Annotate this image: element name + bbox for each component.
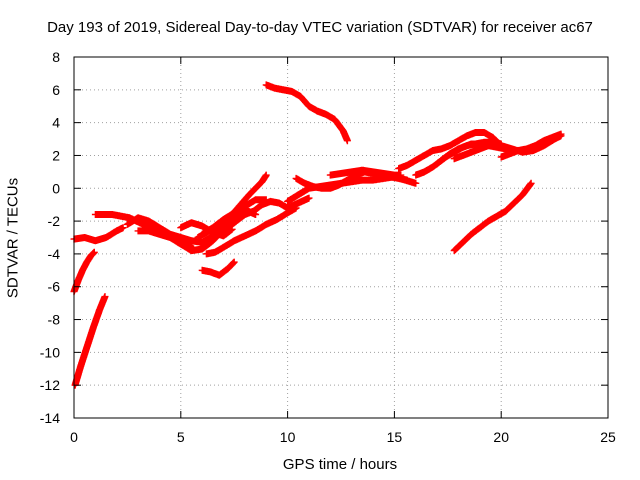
series-markers: [450, 179, 535, 255]
y-tick-label: -14: [40, 410, 60, 426]
series-arc-t: [450, 142, 518, 163]
x-tick-label: 20: [493, 429, 509, 445]
chart-title: Day 193 of 2019, Sidereal Day-to-day VTE…: [47, 19, 593, 36]
series-markers: [71, 293, 109, 389]
y-tick-label: 4: [52, 115, 60, 131]
x-tick-label: 0: [70, 429, 78, 445]
series-arc-u: [497, 130, 565, 161]
series-arc-v: [450, 179, 535, 255]
axis-layer: 0 5 10 15 20 25 -14 -12 -10 -8 -6 -4 -2 0 2 4 6 8: [40, 49, 616, 445]
series-markers: [202, 204, 300, 258]
y-tick-label: -2: [48, 213, 61, 229]
series-markers: [198, 258, 238, 279]
series-markers: [450, 142, 518, 163]
x-tick-label: 15: [387, 429, 403, 445]
y-axis-label: SDTVAR / TECUs: [4, 177, 22, 299]
series-arc-b: [70, 248, 98, 296]
y-tick-label: -6: [48, 279, 61, 295]
y-tick-label: 8: [52, 49, 60, 65]
y-tick-label: -8: [48, 312, 61, 328]
series-markers: [497, 130, 565, 161]
y-tick-label: 6: [52, 82, 60, 98]
series-arc-l: [198, 258, 238, 279]
series-markers: [198, 194, 313, 251]
y-tick-label: 2: [52, 147, 60, 163]
x-axis-label: GPS time / hours: [282, 456, 398, 473]
y-tick-label: 0: [52, 180, 60, 196]
series-markers: [70, 248, 98, 296]
y-tick-label: -4: [48, 246, 61, 262]
plot-frame: [73, 56, 609, 419]
series-markers: [262, 81, 351, 145]
series-markers: [70, 224, 127, 245]
x-tick-label: 10: [280, 429, 296, 445]
series-arc-k: [198, 194, 313, 251]
data-layer: [70, 81, 565, 389]
series-arc-c: [70, 224, 127, 245]
series-arc-p: [326, 166, 405, 179]
series-arc-a: [71, 293, 109, 389]
series-markers: [326, 166, 405, 179]
y-tick-label: -12: [40, 377, 60, 393]
x-tick-label: 25: [600, 429, 616, 445]
series-arc-j: [202, 204, 300, 258]
x-tick-label: 5: [177, 429, 185, 445]
y-tick-label: -10: [40, 344, 60, 360]
series-arc-m: [262, 81, 351, 145]
grid-layer: [74, 57, 608, 418]
